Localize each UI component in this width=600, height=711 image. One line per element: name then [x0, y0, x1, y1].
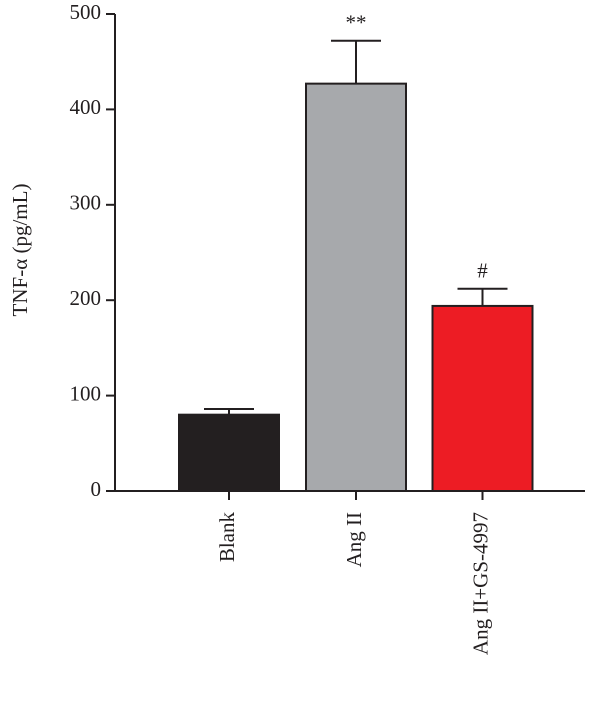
- x-tick-label: Blank: [215, 512, 239, 563]
- bar: [178, 413, 280, 492]
- bar: [305, 82, 407, 492]
- y-axis-label: TNF-α (pg/mL): [8, 184, 32, 317]
- annotation: #: [477, 259, 488, 283]
- x-tick-label: Ang II: [342, 512, 366, 567]
- bar: [431, 304, 534, 493]
- y-tick-label: 300: [70, 191, 102, 215]
- y-tick-label: 500: [70, 0, 102, 24]
- y-tick-label: 100: [70, 381, 102, 405]
- y-tick-label: 0: [91, 477, 102, 501]
- annotation: **: [346, 11, 367, 35]
- y-tick-label: 200: [70, 286, 102, 310]
- y-tick-label: 400: [70, 95, 102, 119]
- x-tick-label: Ang II+GS-4997: [468, 512, 492, 655]
